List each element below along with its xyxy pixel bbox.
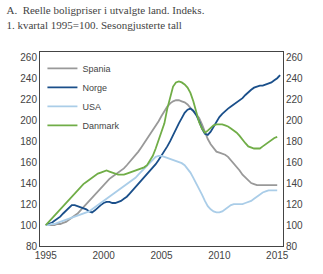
svg-text:220: 220 [20, 94, 37, 105]
svg-text:Norge: Norge [82, 83, 107, 93]
svg-text:180: 180 [20, 136, 37, 147]
svg-text:2000: 2000 [93, 250, 116, 261]
svg-text:200: 200 [20, 115, 37, 126]
svg-text:Danmark: Danmark [82, 121, 119, 131]
svg-text:160: 160 [286, 157, 303, 168]
svg-text:1995: 1995 [35, 250, 58, 261]
svg-text:160: 160 [20, 157, 37, 168]
svg-text:80: 80 [26, 241, 38, 252]
svg-text:80: 80 [286, 241, 298, 252]
svg-text:260: 260 [286, 52, 303, 63]
svg-text:2010: 2010 [208, 250, 231, 261]
svg-text:220: 220 [286, 94, 303, 105]
svg-text:260: 260 [20, 52, 37, 63]
svg-text:Spania: Spania [82, 64, 110, 74]
svg-text:240: 240 [20, 73, 37, 84]
svg-text:A. Reelle boligpriser i utval: A. Reelle boligpriser i utvalgte land. I… [6, 4, 204, 30]
svg-text:USA: USA [82, 102, 101, 112]
svg-text:140: 140 [286, 178, 303, 189]
svg-text:200: 200 [286, 115, 303, 126]
svg-text:120: 120 [286, 199, 303, 210]
svg-text:2015: 2015 [266, 250, 289, 261]
svg-text:2005: 2005 [150, 250, 173, 261]
svg-text:100: 100 [286, 220, 303, 231]
svg-text:140: 140 [20, 178, 37, 189]
svg-text:240: 240 [286, 73, 303, 84]
svg-text:180: 180 [286, 136, 303, 147]
svg-text:120: 120 [20, 199, 37, 210]
svg-text:100: 100 [20, 220, 37, 231]
